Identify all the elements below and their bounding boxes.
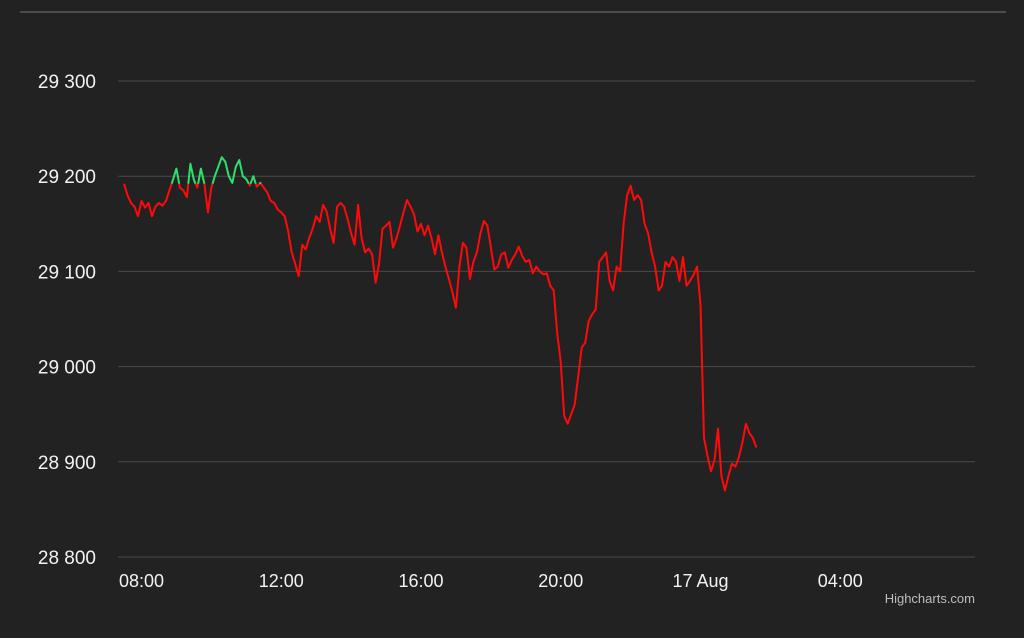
series-line-above xyxy=(187,162,197,185)
series-line-below xyxy=(260,183,758,492)
y-tick-label: 28 900 xyxy=(38,453,96,474)
x-tick-label: 20:00 xyxy=(538,571,583,591)
y-tick-label: 28 800 xyxy=(38,548,96,569)
series-line-below xyxy=(254,183,261,188)
series-line-below xyxy=(178,183,190,199)
series-line-below xyxy=(203,183,214,214)
y-tick-label: 29 300 xyxy=(38,72,96,93)
x-tick-label: 04:00 xyxy=(818,571,863,591)
x-tick-label: 17 Aug xyxy=(672,571,728,591)
series-line-above xyxy=(258,181,262,185)
y-tick-label: 29 200 xyxy=(38,167,96,188)
series-line-below xyxy=(194,183,200,189)
x-tick-label: 16:00 xyxy=(398,571,443,591)
credits-link[interactable]: Highcharts.com xyxy=(885,591,975,606)
x-tick-label: 08:00 xyxy=(119,571,164,591)
x-axis-labels: 08:00 12:00 16:00 20:00 17 Aug 04:00 xyxy=(119,571,863,591)
series-line-above xyxy=(197,167,206,185)
y-tick-label: 29 000 xyxy=(38,358,96,379)
series-line-above xyxy=(170,167,181,185)
series-group xyxy=(123,156,758,492)
series-line-above xyxy=(211,156,250,185)
grid-lines xyxy=(118,80,975,558)
series-line-below xyxy=(123,183,173,218)
series-line-below xyxy=(247,183,252,187)
x-tick-label: 12:00 xyxy=(259,571,304,591)
series-line-above xyxy=(249,175,257,185)
y-axis-labels: 28 800 28 900 29 000 29 100 29 200 29 300 xyxy=(38,72,96,569)
y-tick-label: 29 100 xyxy=(38,262,96,283)
